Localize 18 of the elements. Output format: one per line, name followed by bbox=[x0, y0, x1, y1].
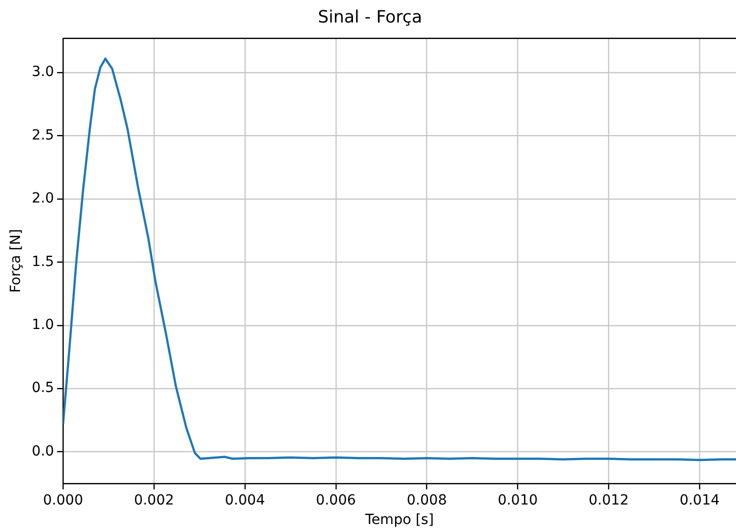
x-tick-label: 0.004 bbox=[224, 492, 266, 508]
y-tick-label: 1.0 bbox=[32, 317, 54, 334]
x-tick-label: 0.006 bbox=[316, 492, 356, 508]
y-tick-label: 0.5 bbox=[32, 380, 54, 396]
x-tick-label: 0.012 bbox=[588, 492, 629, 508]
x-axis-title: Tempo [s] bbox=[364, 512, 434, 528]
y-tick-label: 3.0 bbox=[32, 64, 54, 80]
x-tick-label: 0.000 bbox=[43, 492, 84, 508]
x-tick-label: 0.010 bbox=[498, 492, 538, 508]
y-axis-title: Força [N] bbox=[8, 229, 24, 293]
x-tick-label: 0.008 bbox=[406, 492, 447, 508]
y-tick-label: 2.5 bbox=[32, 127, 54, 144]
x-tick-label: 0.002 bbox=[134, 492, 174, 508]
y-tick-label: 0.0 bbox=[32, 443, 54, 460]
chart-title: Sinal - Força bbox=[318, 8, 422, 28]
y-tick-label: 2.0 bbox=[32, 190, 54, 207]
y-tick-label: 1.5 bbox=[32, 254, 54, 270]
x-tick-label: 0.014 bbox=[680, 492, 720, 508]
